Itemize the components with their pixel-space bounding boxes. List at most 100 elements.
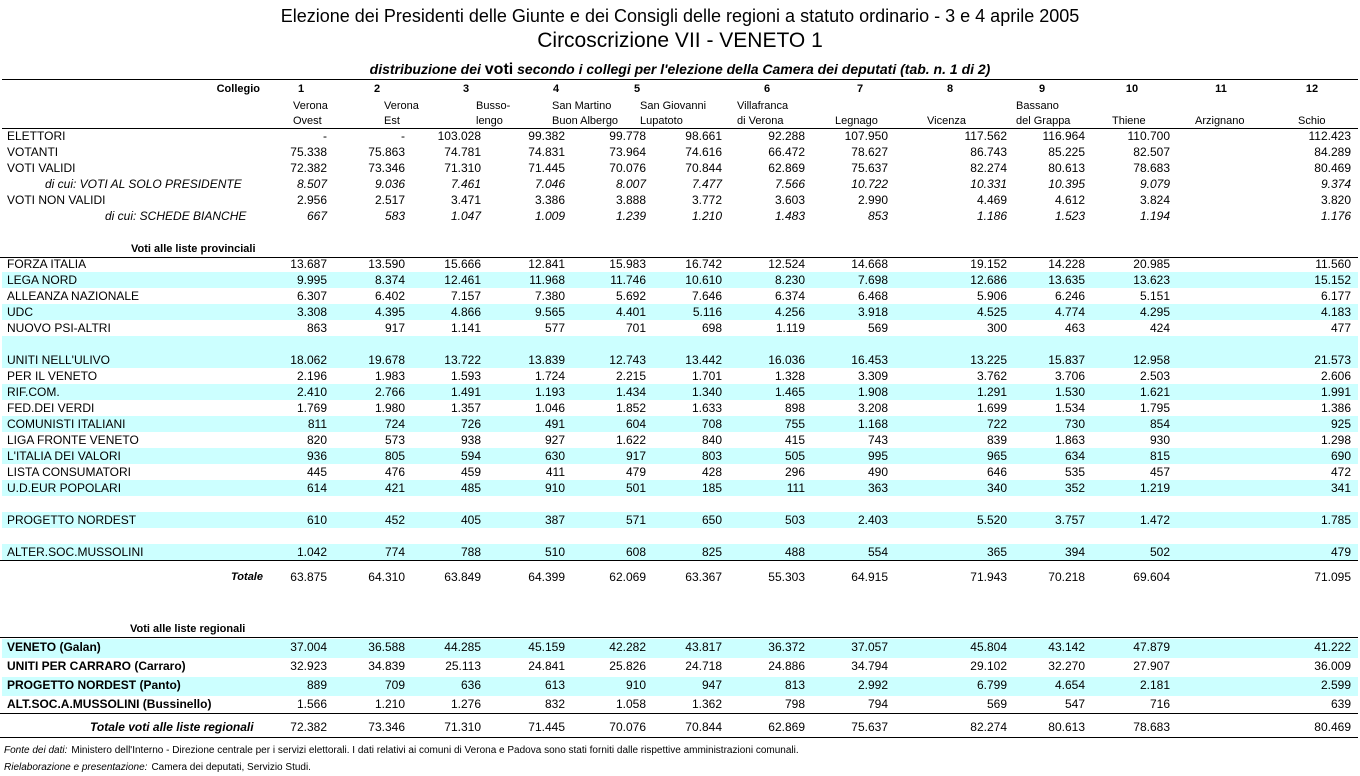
cell: 6.307 — [296, 289, 327, 303]
cell: 18.062 — [290, 353, 327, 367]
cell: 12.958 — [1133, 353, 1170, 367]
cell: 64.915 — [851, 570, 888, 584]
cell: 910 — [625, 678, 646, 692]
cell: 4.612 — [1054, 193, 1085, 207]
cell: 21.573 — [1314, 353, 1351, 367]
cell: 452 — [384, 513, 405, 527]
row-label: LEGA NORD — [7, 273, 78, 287]
cell: 1.328 — [774, 369, 805, 383]
cell: 1.046 — [534, 401, 565, 415]
cell: 4.774 — [1054, 305, 1085, 319]
cell: 1.472 — [1139, 513, 1170, 527]
cell: 1.523 — [1054, 209, 1085, 223]
cell: 6.468 — [857, 289, 888, 303]
cell: 2.956 — [296, 193, 327, 207]
cell: 42.282 — [609, 640, 646, 654]
column-name: del Grappa — [1016, 115, 1071, 127]
cell: 2.410 — [296, 385, 327, 399]
cell: 889 — [306, 678, 327, 692]
section-heading: Voti alle liste provinciali — [131, 243, 256, 255]
cell: 832 — [544, 697, 565, 711]
cell: 19.152 — [970, 257, 1007, 271]
column-name: Villafranca — [737, 100, 789, 112]
cell: 1.119 — [775, 321, 805, 335]
cell: 583 — [384, 209, 405, 223]
cell: 107.950 — [844, 129, 888, 143]
row-label: PER IL VENETO — [7, 369, 98, 383]
cell: 3.309 — [857, 369, 888, 383]
cell: 74.831 — [528, 145, 565, 159]
subtitle: Circoscrizione VII - VENETO 1 — [537, 29, 823, 52]
cell: 43.142 — [1048, 640, 1085, 654]
cell: 1.566 — [296, 697, 327, 711]
collegio-label: Collegio — [216, 83, 260, 95]
cell: 15.152 — [1314, 273, 1351, 287]
cell: 13.687 — [290, 257, 327, 271]
column-name: Bassano — [1016, 100, 1059, 112]
cell: 1.168 — [857, 417, 888, 431]
cell: 82.274 — [970, 161, 1007, 175]
cell: 25.113 — [445, 659, 481, 673]
cell: 1.186 — [976, 209, 1007, 223]
cell: 6.402 — [374, 289, 405, 303]
footnote-text: Ministero dell'Interno - Direzione centr… — [71, 745, 799, 756]
cell: 36.372 — [768, 640, 805, 654]
cell: 813 — [784, 678, 805, 692]
row-highlight — [2, 352, 1358, 368]
row-highlight — [2, 384, 1358, 400]
cell: 72.382 — [290, 161, 327, 175]
cell: 20.985 — [1133, 257, 1170, 271]
cell: 16.453 — [851, 353, 888, 367]
rule — [2, 79, 1358, 80]
row-label: PROGETTO NORDEST (Panto) — [7, 678, 181, 692]
cell: 547 — [1064, 697, 1085, 711]
row-highlight — [2, 639, 1358, 658]
cell: 13.635 — [1048, 273, 1085, 287]
row-label: RIF.COM. — [7, 385, 60, 399]
cell: 476 — [384, 465, 405, 479]
cell: 927 — [544, 433, 565, 447]
cell: 45.159 — [528, 640, 565, 654]
row-label: ELETTORI — [7, 129, 66, 143]
cell: 8.007 — [615, 177, 646, 191]
cell: 71.445 — [528, 720, 565, 734]
title: Elezione dei Presidenti delle Giunte e d… — [280, 6, 1080, 26]
cell: 2.403 — [857, 513, 888, 527]
cell: 70.076 — [609, 720, 646, 734]
cell: 1.386 — [1320, 401, 1351, 415]
cell: 798 — [784, 697, 805, 711]
cell: 774 — [384, 545, 405, 559]
cell: 698 — [701, 321, 722, 335]
cell: 571 — [625, 513, 646, 527]
cell: 62.869 — [768, 161, 805, 175]
column-name: Ovest — [293, 115, 322, 127]
cell: 1.042 — [296, 545, 327, 559]
cell: 7.566 — [774, 177, 805, 191]
cell: 64.399 — [528, 570, 565, 584]
cell: 7.046 — [534, 177, 565, 191]
cell: 7.477 — [691, 177, 722, 191]
cell: 6.177 — [1320, 289, 1351, 303]
column-number: 7 — [856, 83, 864, 95]
cell: 604 — [625, 417, 646, 431]
cell: 70.076 — [609, 161, 646, 175]
cell: 608 — [625, 545, 646, 559]
cell: 463 — [1064, 321, 1085, 335]
cell: 19.678 — [368, 353, 405, 367]
cell: 1.298 — [1320, 433, 1351, 447]
row-highlight — [2, 304, 1358, 320]
cell: 1.210 — [374, 697, 405, 711]
cell: 5.116 — [692, 305, 722, 319]
cell: 965 — [986, 449, 1007, 463]
cell: 10.331 — [970, 177, 1007, 191]
cell: 25.826 — [609, 659, 646, 673]
cell: 840 — [701, 433, 722, 447]
cell: 505 — [784, 449, 805, 463]
cell: 78.683 — [1133, 161, 1170, 175]
cell: 6.246 — [1054, 289, 1085, 303]
cell: 82.274 — [970, 720, 1007, 734]
cell: 32.923 — [290, 659, 327, 673]
cell: 36.009 — [1314, 659, 1351, 673]
cell: 1.141 — [450, 321, 481, 335]
cell: 43.817 — [685, 640, 722, 654]
